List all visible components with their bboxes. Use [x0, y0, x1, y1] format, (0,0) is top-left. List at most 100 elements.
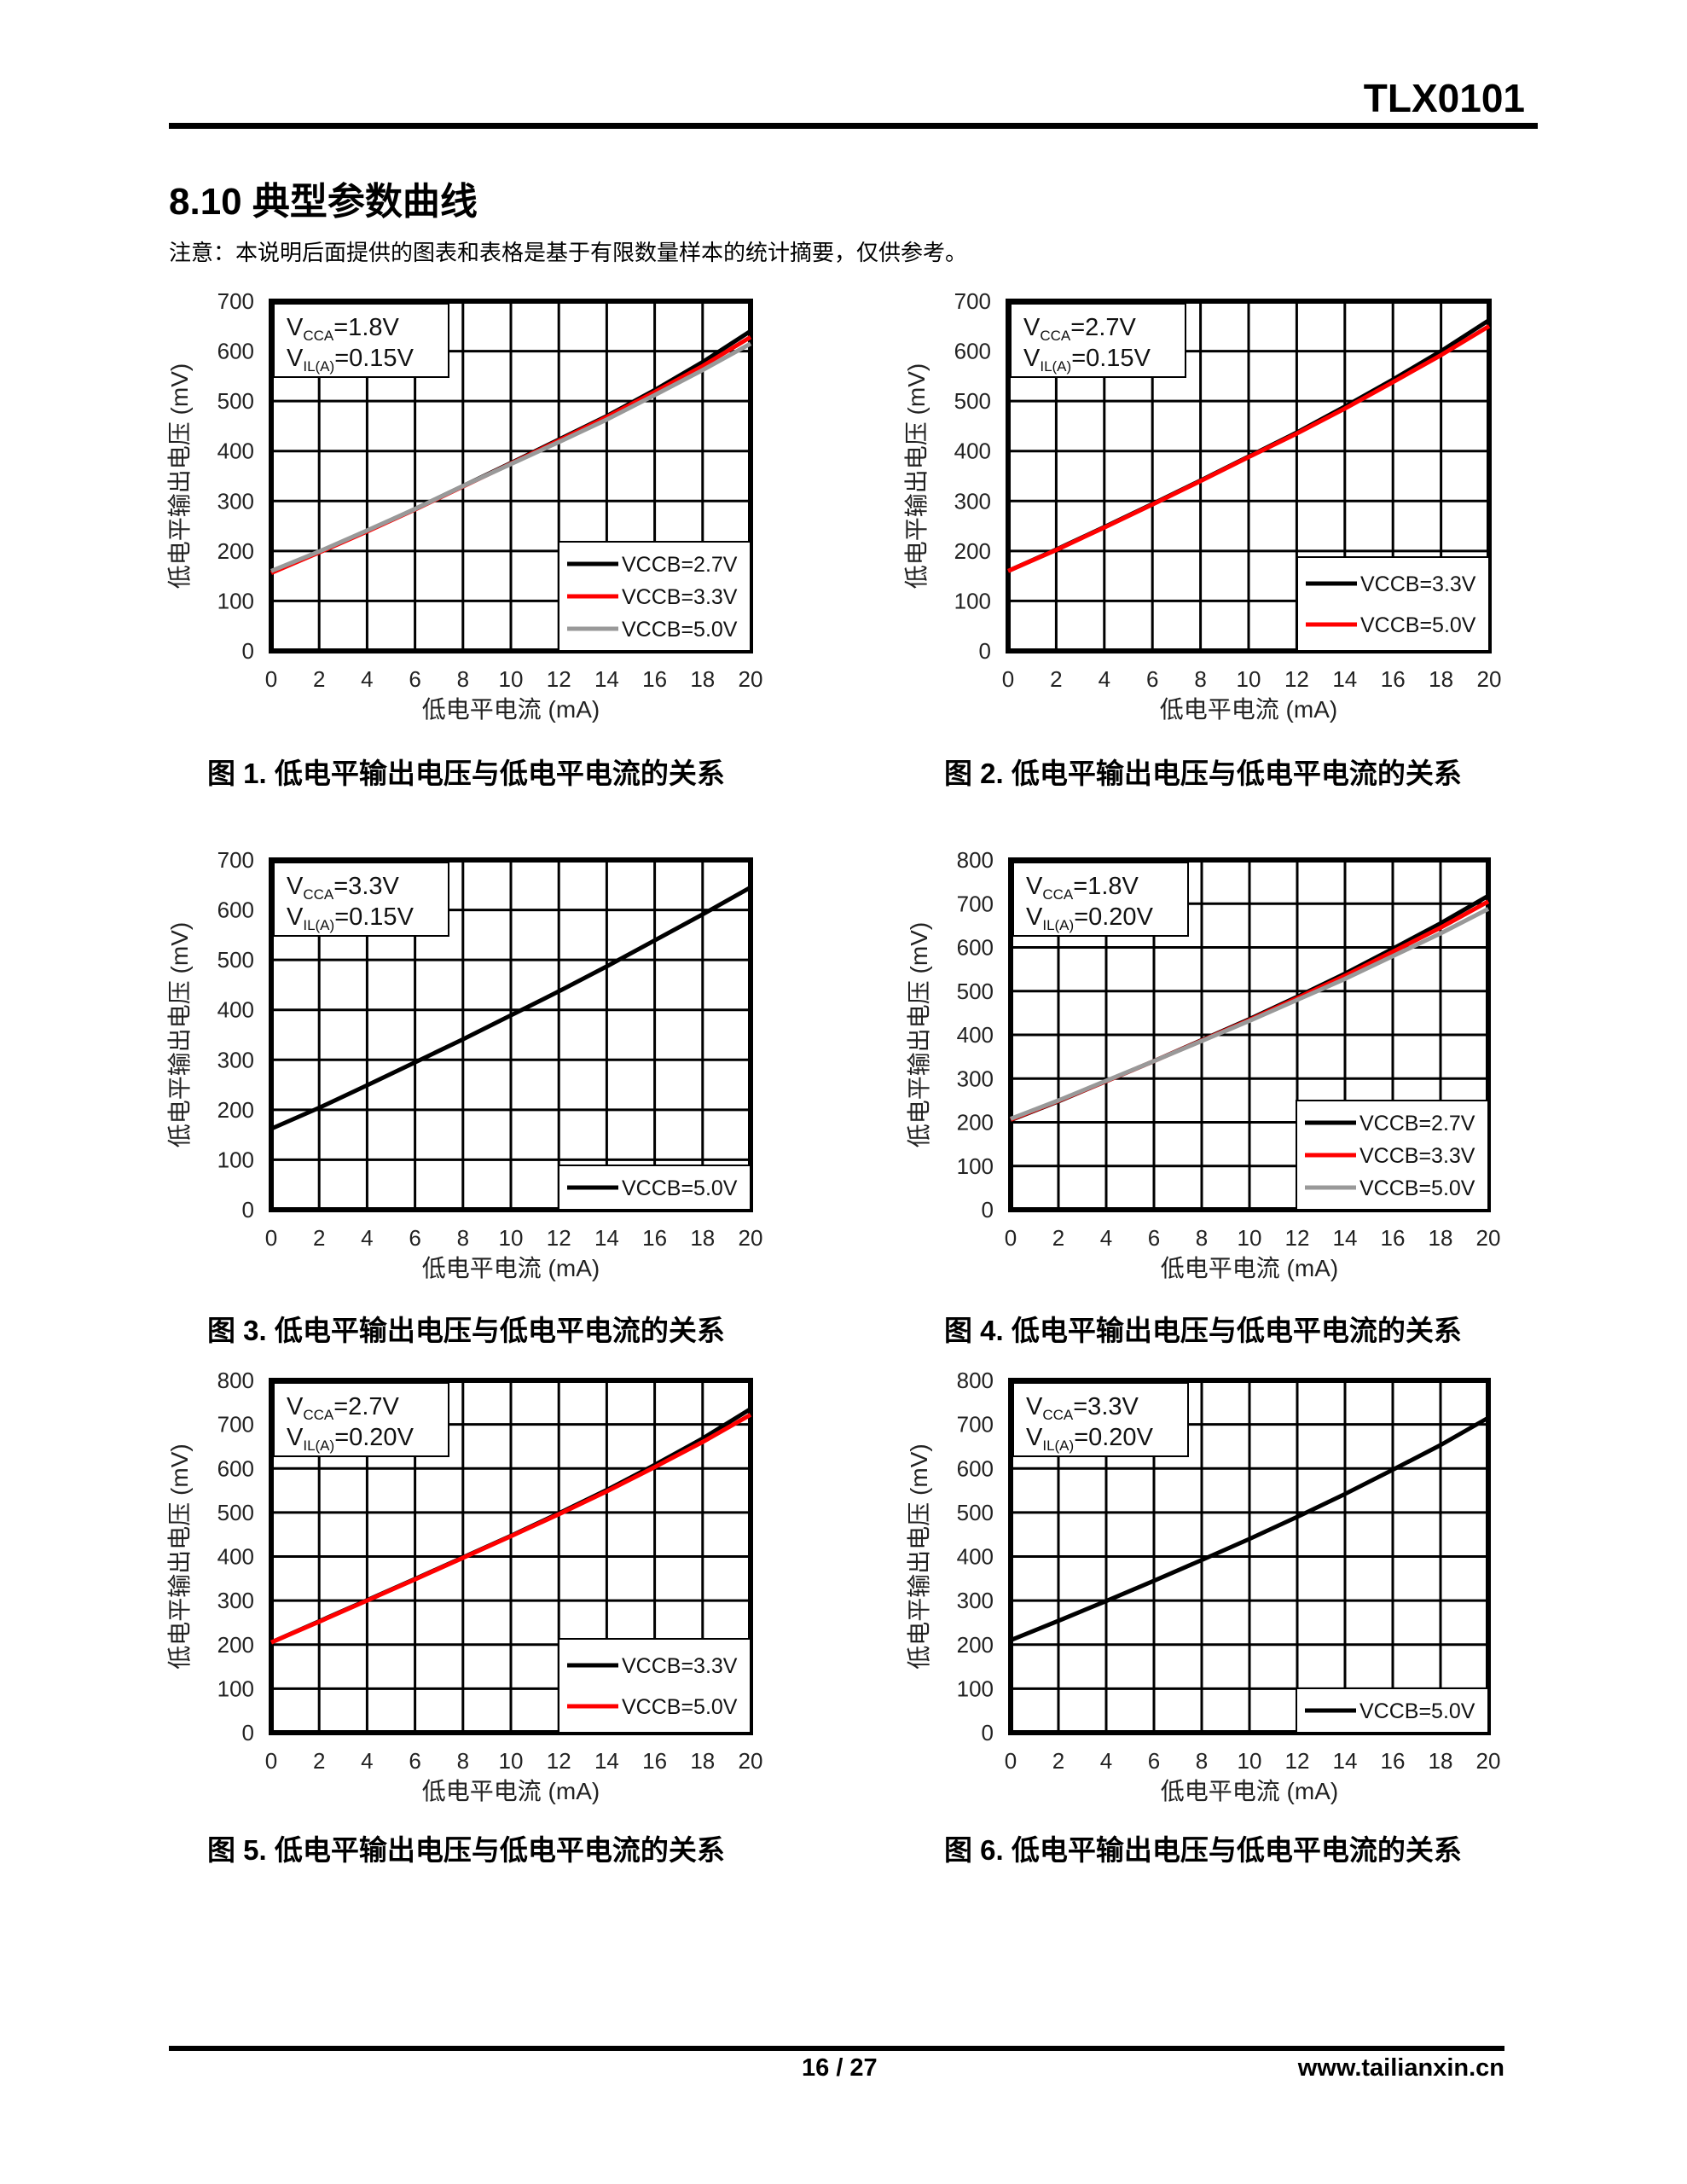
x-tick-label: 16 — [642, 1225, 667, 1251]
legend-label: VCCB=3.3V — [1359, 1144, 1475, 1168]
y-axis-label: 低电平输出电压 (mV) — [166, 363, 193, 589]
annotation-value: =2.7V — [333, 1393, 399, 1420]
y-tick-label: 0 — [979, 638, 991, 664]
annotation-line: VCCA=3.3V — [1026, 1393, 1139, 1423]
x-axis-label: 低电平电流 (mA) — [422, 1778, 600, 1804]
annotation-symbol: V — [1026, 903, 1043, 931]
x-tick-label: 14 — [1332, 666, 1357, 692]
x-tick-label: 8 — [457, 1748, 469, 1774]
annotation-symbol: V — [287, 1424, 304, 1451]
annotation-value: =0.20V — [1074, 1424, 1153, 1451]
y-tick-label: 400 — [957, 1544, 994, 1570]
annotation-line: VIL(A)=0.20V — [1026, 903, 1154, 933]
y-tick-label: 200 — [957, 1632, 994, 1658]
y-tick-label: 300 — [954, 488, 991, 514]
y-tick-label: 300 — [217, 1588, 254, 1613]
chart-3: 0 2 4 6 8 10 12 14 16 18 200100200300400500600700V… — [166, 847, 762, 1281]
plot-frame — [269, 299, 753, 653]
x-axis-label: 低电平电流 (mA) — [422, 1255, 600, 1281]
section-title: 8.10 典型参数曲线 — [169, 181, 478, 223]
annotation-value: =2.7V — [1070, 314, 1136, 341]
y-tick-label: 700 — [217, 847, 254, 873]
y-tick-label: 300 — [217, 488, 254, 514]
plot-frame — [1008, 857, 1491, 1212]
y-tick-label: 600 — [217, 897, 254, 923]
x-tick-label: 6 — [409, 1225, 420, 1251]
x-tick-label: 0 — [1002, 666, 1014, 692]
annotation-value: =0.15V — [1071, 345, 1151, 372]
footer-rule — [169, 2046, 1504, 2051]
legend-label: VCCB=2.7V — [1359, 1112, 1475, 1136]
y-tick-label: 400 — [957, 1022, 994, 1048]
annotation-line: VCCA=3.3V — [287, 873, 399, 903]
x-tick-label: 2 — [1050, 666, 1062, 692]
y-axis-label: 低电平输出电压 (mV) — [166, 922, 193, 1147]
page-number: 16 / 27 — [802, 2054, 878, 2082]
y-tick-label: 600 — [217, 339, 254, 364]
annotation-symbol: V — [1023, 314, 1041, 341]
y-tick-label: 400 — [217, 1544, 254, 1570]
y-tick-label: 800 — [957, 1368, 994, 1393]
x-tick-label: 4 — [1100, 1748, 1112, 1774]
plot-frame — [269, 1378, 753, 1735]
annotation-value: =0.20V — [334, 1424, 414, 1451]
website-link[interactable]: www.tailianxin.cn — [1297, 2054, 1504, 2082]
annotation-symbol: V — [1026, 873, 1043, 900]
x-tick-label: 10 — [499, 666, 524, 692]
x-tick-label: 18 — [1429, 1748, 1453, 1774]
legend: VCCB=2.7V VCCB=3.3V VCCB=5.0V — [1296, 1100, 1489, 1211]
y-tick-label: 100 — [957, 1676, 994, 1701]
series-line-vccb-5-0v — [1010, 1415, 1490, 1642]
x-tick-label: 10 — [499, 1225, 524, 1251]
annotation-line: VIL(A)=0.20V — [1026, 1424, 1154, 1454]
y-tick-label: 700 — [954, 288, 991, 314]
legend-label: VCCB=3.3V — [1360, 572, 1476, 596]
x-tick-label: 18 — [1429, 666, 1453, 692]
y-tick-label: 200 — [217, 1097, 254, 1123]
x-tick-label: 8 — [457, 1225, 469, 1251]
chart-1: 0 2 4 6 8 10 12 14 16 18 200100200300400500600700V… — [166, 288, 762, 723]
annotation-value: =0.15V — [334, 345, 414, 372]
legend-box — [558, 1638, 751, 1734]
annotation-subscript: IL(A) — [303, 358, 334, 375]
x-tick-label: 18 — [1429, 1225, 1453, 1251]
x-tick-label: 0 — [1005, 1225, 1017, 1251]
annotation-symbol: V — [287, 314, 304, 341]
annotation-box — [1010, 303, 1186, 378]
x-tick-label: 18 — [690, 1748, 715, 1774]
y-axis-label: 低电平输出电压 (mV) — [166, 1443, 193, 1669]
annotation-subscript: IL(A) — [1042, 1438, 1074, 1454]
y-tick-label: 0 — [982, 1720, 994, 1745]
chart-6: 0 2 4 6 8 10 12 14 16 18 2001002003004005006007008… — [906, 1368, 1500, 1804]
annotation-value: =0.15V — [334, 903, 414, 931]
legend-label: VCCB=5.0V — [1359, 1699, 1475, 1723]
x-tick-label: 2 — [313, 1748, 325, 1774]
x-tick-label: 8 — [1194, 666, 1206, 692]
y-tick-label: 100 — [954, 588, 991, 613]
annotation-subscript: CCA — [303, 328, 334, 344]
annotation-subscript: IL(A) — [303, 1438, 334, 1454]
y-tick-label: 500 — [957, 979, 994, 1004]
legend: VCCB=2.7V VCCB=3.3V VCCB=5.0V — [558, 541, 751, 652]
header-rule — [169, 123, 1538, 129]
x-tick-label: 12 — [1285, 1748, 1310, 1774]
y-tick-label: 800 — [957, 847, 994, 873]
annotation-subscript: CCA — [1042, 886, 1074, 903]
x-tick-label: 20 — [1476, 1225, 1501, 1251]
x-tick-label: 20 — [739, 1748, 763, 1774]
annotation-line: VCCA=1.8V — [1026, 873, 1139, 903]
y-tick-label: 400 — [954, 439, 991, 464]
x-tick-label: 4 — [361, 1225, 373, 1251]
x-tick-label: 12 — [547, 1225, 571, 1251]
annotation-subscript: CCA — [303, 1407, 334, 1423]
x-tick-label: 4 — [1099, 666, 1110, 692]
series-line-vccb-5-0v — [270, 1413, 752, 1645]
x-tick-label: 12 — [547, 1748, 571, 1774]
x-tick-label: 2 — [1052, 1748, 1064, 1774]
y-tick-label: 600 — [217, 1455, 254, 1481]
